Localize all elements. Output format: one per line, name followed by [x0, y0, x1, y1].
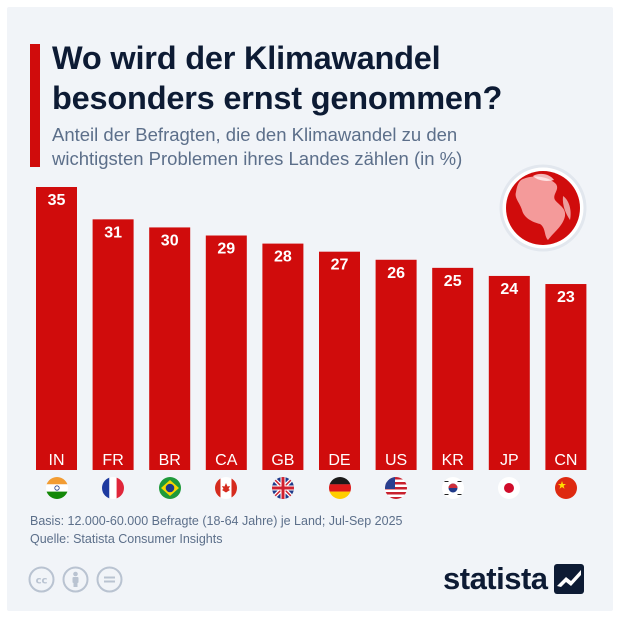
france-flag-icon	[102, 477, 125, 499]
bar-fr[interactable]	[92, 219, 134, 470]
china-flag-icon	[554, 477, 577, 499]
bar-cn[interactable]	[545, 284, 587, 470]
bar-kr[interactable]	[432, 267, 474, 470]
license-icons: cc	[28, 566, 123, 593]
category-label: KR	[442, 452, 464, 469]
germany-flag-icon	[328, 477, 351, 499]
no-derivatives-icon[interactable]	[96, 566, 123, 593]
chart-subtitle: Anteil der Befragten, die den Klimawande…	[52, 123, 592, 171]
brand-wordmark: statista	[443, 561, 548, 596]
brazil-flag-icon	[158, 477, 181, 499]
bar-ca[interactable]	[205, 235, 247, 470]
value-label: 29	[217, 241, 235, 258]
uk-flag-icon	[271, 477, 294, 499]
canada-flag-icon	[215, 477, 238, 499]
statista-logo[interactable]: statista	[443, 561, 584, 596]
category-label: JP	[500, 452, 519, 469]
value-label: 26	[387, 265, 405, 282]
title-line-2: besonders ernst genommen?	[52, 80, 503, 116]
bar-br[interactable]	[149, 227, 191, 470]
bar-jp[interactable]	[488, 275, 530, 470]
south-korea-flag-icon	[441, 477, 464, 499]
subtitle-line-2: wichtigsten Problemen ihres Landes zähle…	[52, 148, 463, 169]
japan-flag-icon	[498, 477, 521, 499]
chart-title: Wo wird der Klimawandel besonders ernst …	[52, 38, 592, 118]
bar-de[interactable]	[319, 251, 360, 470]
attribution-icon[interactable]	[62, 566, 89, 593]
value-label: 25	[444, 273, 462, 290]
value-label: 27	[331, 257, 349, 274]
india-flag-icon	[45, 477, 68, 499]
usa-flag-icon	[385, 477, 408, 499]
value-label: 28	[274, 249, 292, 266]
value-label: 31	[104, 224, 122, 241]
category-label: IN	[49, 452, 65, 469]
value-label: 23	[557, 289, 575, 306]
value-label: 35	[48, 192, 66, 209]
bar-chart: 35 IN 31 FR 30 BR 29 CA 28 GB 27 DE 26 US 25 KR 24 JP 23 CN	[36, 164, 587, 470]
source-note: Quelle: Statista Consumer Insights	[30, 532, 223, 546]
svg-text:cc: cc	[36, 576, 48, 587]
category-label: CN	[554, 452, 577, 469]
value-label: 30	[161, 232, 179, 249]
title-line-1: Wo wird der Klimawandel	[52, 40, 441, 76]
value-label: 24	[500, 281, 518, 298]
category-label: FR	[102, 452, 123, 469]
category-label: CA	[215, 452, 238, 469]
category-label: GB	[271, 452, 294, 469]
creative-commons-icon[interactable]: cc	[28, 566, 55, 593]
basis-note: Basis: 12.000-60.000 Befragte (18-64 Jah…	[30, 514, 403, 528]
statista-mark-icon	[553, 564, 584, 594]
category-label: DE	[328, 452, 350, 469]
bar-us[interactable]	[375, 259, 417, 470]
category-label: US	[385, 452, 407, 469]
title-accent-bar	[30, 44, 40, 167]
bar-in[interactable]	[36, 187, 77, 470]
category-label: BR	[159, 452, 181, 469]
subtitle-line-1: Anteil der Befragten, die den Klimawande…	[52, 124, 458, 145]
globe-icon	[499, 164, 587, 252]
bar-gb[interactable]	[262, 243, 304, 470]
